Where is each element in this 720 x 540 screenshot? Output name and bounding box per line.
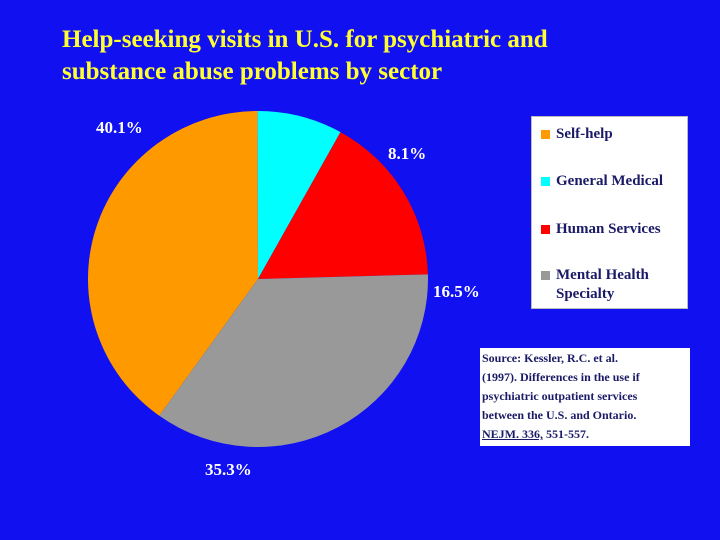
source-line-2: (1997). Differences in the use if [482, 370, 640, 384]
pie-slice-human-services [258, 132, 428, 279]
source-citation: Source: Kessler, R.C. et al. (1997). Dif… [480, 348, 690, 446]
chart-legend: Self-help General Medical Human Services… [531, 116, 688, 309]
pie-value-label-general-medical: 8.1% [388, 144, 426, 163]
pie-value-label-self-help: 40.1% [96, 118, 143, 137]
title-line-1: Help-seeking visits in U.S. for psychiat… [62, 26, 548, 53]
pie-slice-mental-health-specialty [159, 274, 429, 448]
legend-swatch-general-medical [541, 177, 550, 186]
pie-slice-general-medical [257, 110, 341, 279]
pie-value-label-mental-health-specialty: 35.3% [205, 460, 252, 479]
legend-label-general-medical: General Medical [556, 173, 664, 189]
legend-label-mental-health: Mental Health Specialty [556, 267, 649, 302]
legend-swatch-human-services [541, 225, 550, 234]
legend-swatch-mental-health [541, 271, 550, 280]
legend-label-human-services: Human Services [556, 221, 661, 237]
legend-swatch-self-help [541, 130, 550, 139]
source-line-3: psychiatric outpatient services [482, 389, 638, 403]
legend-label-self-help: Self-help [556, 126, 613, 142]
pie-slices [88, 110, 429, 448]
chart-title: Help-seeking visits in U.S. for psychiat… [62, 24, 702, 88]
pie-slice-self-help [88, 111, 258, 416]
pie-value-label-human-services: 16.5% [433, 282, 480, 301]
source-pages: 551-557. [543, 427, 589, 441]
source-journal: NEJM. 336, [482, 427, 543, 441]
pie-value-labels: 40.1% 8.1% 16.5% 35.3% [96, 118, 480, 479]
source-line-1: Source: Kessler, R.C. et al. [482, 351, 618, 365]
source-line-5: NEJM. 336, 551-557. [482, 425, 690, 444]
title-line-2: substance abuse problems by sector [62, 58, 443, 85]
source-line-4: between the U.S. and Ontario. [482, 408, 637, 422]
